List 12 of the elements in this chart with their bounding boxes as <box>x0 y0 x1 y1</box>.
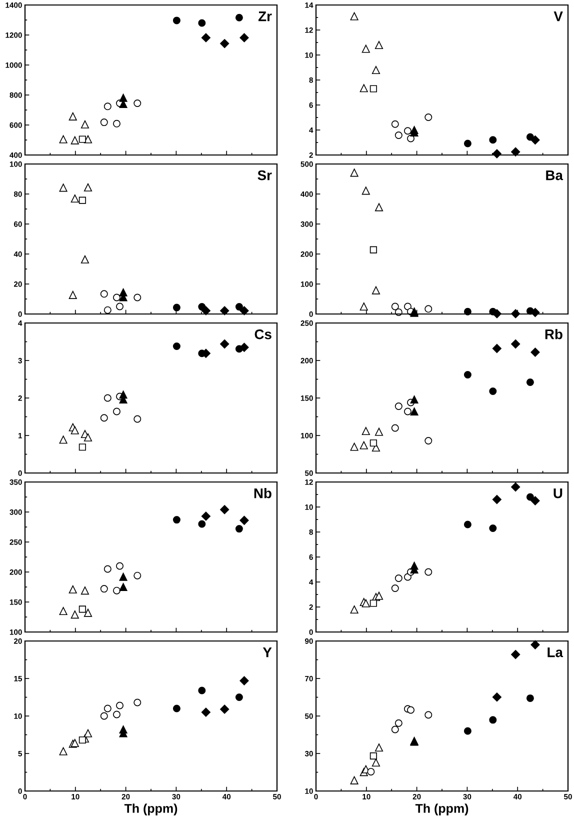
chart-title: La <box>548 648 564 658</box>
chart-title: Nb <box>254 488 272 498</box>
chart-title: Cs <box>254 329 272 340</box>
x-axis-title: Th (ppm) <box>124 804 178 816</box>
x-axis-title: Th (ppm) <box>415 804 468 816</box>
chart-title: Zr <box>258 12 272 22</box>
chart-title: Y <box>262 648 272 658</box>
chart-title: Ba <box>546 170 564 180</box>
chart-title: V <box>554 12 563 22</box>
chart-title: U <box>554 488 562 498</box>
chart-title: Rb <box>545 329 562 340</box>
chart-title: Sr <box>258 170 272 180</box>
